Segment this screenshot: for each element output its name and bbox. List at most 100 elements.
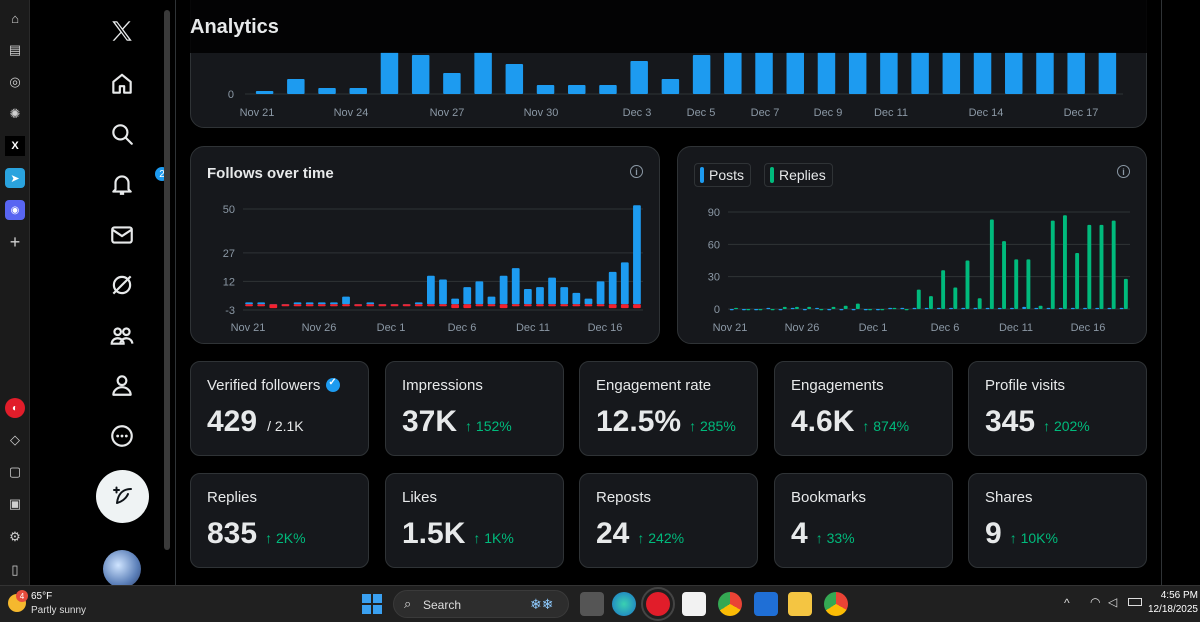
stat-card-verified-followers[interactable]: Verified followers 429 / 2.1K: [190, 361, 369, 456]
weather-desc[interactable]: Partly sunny: [31, 605, 87, 616]
stat-delta: ↑ 10K%: [1009, 530, 1058, 546]
news-icon[interactable]: ▤: [8, 42, 22, 57]
add-icon[interactable]: +: [9, 231, 21, 252]
top-bar: [1067, 52, 1085, 94]
grok-icon[interactable]: [107, 270, 137, 300]
telegram-icon[interactable]: ➤: [5, 168, 25, 188]
chrome-icon[interactable]: [824, 592, 848, 616]
wallet-icon[interactable]: ▣: [8, 496, 22, 511]
stat-delta: ↑ 285%: [689, 418, 736, 434]
stat-value: 4: [791, 517, 808, 550]
follows-bar: [475, 281, 484, 305]
posts-replies-chart: 90 60 30 0 Nov 21 Nov 26 Dec 1 Dec 6 Dec 11 Dec 1…: [708, 207, 1130, 334]
clock-date[interactable]: 12/18/2025: [1147, 604, 1198, 615]
posts-bar: [1083, 307, 1087, 310]
wifi-icon[interactable]: ◠: [1090, 595, 1101, 609]
stat-label-text: Replies: [207, 489, 258, 506]
outlook-icon[interactable]: [754, 592, 778, 616]
stat-value-row: 24 ↑ 242%: [596, 517, 684, 551]
stat-delta: ↑ 152%: [465, 418, 512, 434]
top-bar: [661, 79, 680, 94]
x-navigation: 2: [30, 0, 175, 588]
unfollows-bar: [548, 304, 556, 307]
bag-icon[interactable]: ▢: [8, 464, 22, 479]
legend-replies[interactable]: Replies: [764, 163, 833, 187]
stat-label: Engagement rate: [596, 377, 711, 394]
info-icon[interactable]: i: [630, 165, 643, 178]
discord-icon[interactable]: ◉: [5, 200, 25, 220]
ai-chat-icon[interactable]: ✺: [9, 106, 21, 121]
x-logo-icon[interactable]: [107, 16, 137, 46]
stat-label-text: Engagements: [791, 377, 884, 394]
x-tick-label: Nov 21: [713, 322, 748, 334]
collapse-sidebar-icon[interactable]: ▯: [11, 562, 19, 577]
stat-card-engagement-rate[interactable]: Engagement rate 12.5% ↑ 285%: [579, 361, 758, 456]
stat-card-reposts[interactable]: Reposts 24 ↑ 242%: [579, 473, 758, 568]
app-icon[interactable]: ◐: [5, 398, 25, 418]
messages-icon[interactable]: [107, 220, 137, 250]
top-bar: [536, 85, 555, 94]
x-tick-label: Dec 17: [1064, 107, 1099, 119]
task-view-icon[interactable]: [580, 592, 604, 616]
legend-posts[interactable]: Posts: [694, 163, 752, 187]
weather-temp[interactable]: 65°F: [31, 591, 53, 602]
follows-bar: [548, 277, 556, 305]
info-icon[interactable]: i: [1117, 165, 1130, 178]
clock-time[interactable]: 4:56 PM: [1160, 590, 1198, 601]
account-avatar[interactable]: [103, 550, 141, 588]
stat-value: 1.5K: [402, 517, 466, 550]
gamepad-icon[interactable]: ◎: [9, 74, 21, 89]
stat-card-bookmarks[interactable]: Bookmarks 4 ↑ 33%: [774, 473, 953, 568]
unfollows-bar: [342, 304, 350, 307]
gem-icon[interactable]: ◇: [10, 432, 20, 447]
stat-card-shares[interactable]: Shares 9 ↑ 10K%: [968, 473, 1147, 568]
follows-bar: [427, 275, 435, 305]
more-icon[interactable]: [107, 421, 137, 451]
follows-bar: [414, 302, 423, 305]
top-bar: [505, 64, 524, 94]
follows-bar: [560, 287, 569, 305]
top-bar: [724, 52, 742, 94]
page-scroll-area[interactable]: [1162, 0, 1200, 585]
settings-icon[interactable]: ⚙: [9, 529, 21, 544]
replies-bar: [1111, 220, 1116, 309]
follows-bar: [633, 205, 641, 305]
stat-card-engagements[interactable]: Engagements 4.6K ↑ 874%: [774, 361, 953, 456]
follows-bar: [487, 296, 496, 305]
chrome-profile-icon[interactable]: [718, 592, 742, 616]
search-icon[interactable]: [107, 119, 137, 149]
taskbar-search[interactable]: ⌕ Search ❄❄: [393, 590, 569, 618]
stat-card-profile-visits[interactable]: Profile visits 345 ↑ 202%: [968, 361, 1147, 456]
home-icon[interactable]: [107, 69, 137, 99]
tray-chevron-icon[interactable]: ^: [1064, 596, 1070, 610]
communities-icon[interactable]: [107, 320, 137, 350]
stat-card-replies[interactable]: Replies 835 ↑ 2K%: [190, 473, 369, 568]
unfollows-bar: [560, 304, 569, 307]
replies-bar: [855, 303, 860, 309]
replies-bar: [795, 306, 799, 309]
posts-bar: [876, 309, 880, 311]
top-bar: [318, 88, 336, 94]
nav-scrollbar[interactable]: [164, 10, 170, 550]
top-bar: [1005, 52, 1023, 94]
notifications-icon[interactable]: [107, 169, 137, 199]
stat-label: Reposts: [596, 489, 651, 506]
home-icon[interactable]: ⌂: [11, 10, 19, 26]
profile-icon[interactable]: [107, 370, 137, 400]
store-icon[interactable]: [682, 592, 706, 616]
windows-start-icon[interactable]: [362, 594, 382, 614]
unfollows-bar: [475, 304, 484, 307]
edge-icon[interactable]: [612, 592, 636, 616]
analytics-main: Analytics 0 Nov 21 Nov 24 Nov 27 Nov 30 Dec 3…: [175, 0, 1162, 585]
x-app-icon[interactable]: X: [5, 136, 25, 156]
browser-app-icon[interactable]: [641, 587, 675, 621]
posts-bar: [997, 307, 1002, 310]
volume-icon[interactable]: ◁: [1108, 595, 1118, 609]
posts-bar: [839, 309, 844, 311]
stat-card-likes[interactable]: Likes 1.5K ↑ 1K%: [385, 473, 564, 568]
file-explorer-icon[interactable]: [788, 592, 812, 616]
battery-icon[interactable]: [1128, 598, 1142, 606]
compose-post-button[interactable]: [96, 470, 149, 523]
replies-bar: [1087, 224, 1092, 309]
stat-card-impressions[interactable]: Impressions 37K ↑ 152%: [385, 361, 564, 456]
